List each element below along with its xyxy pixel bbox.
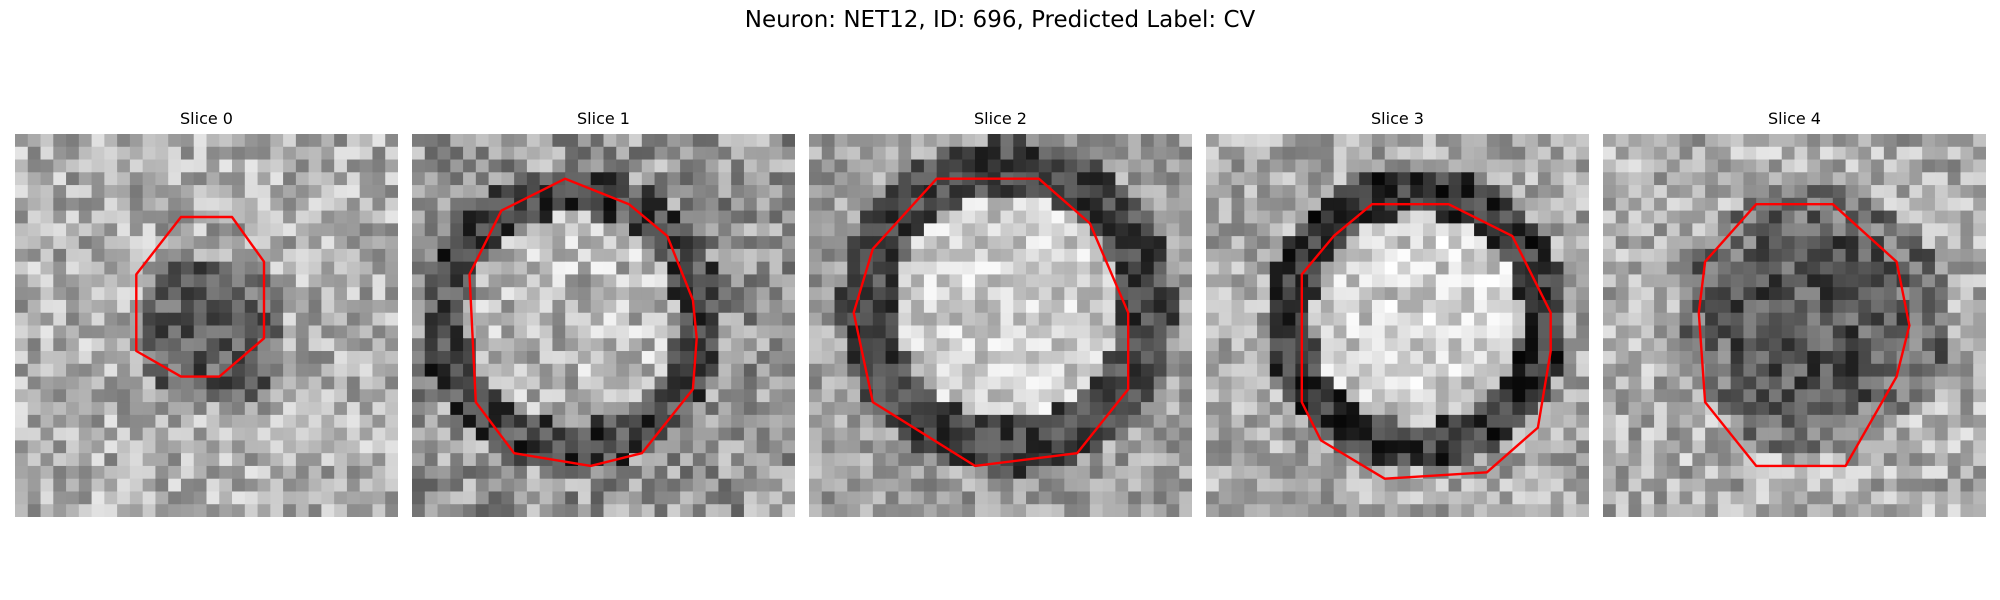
figure-title: Neuron: NET12, ID: 696, Predicted Label:… — [744, 7, 1256, 33]
slice-panel-4: Slice 4 — [1603, 108, 1986, 517]
roi-contour — [468, 177, 698, 468]
pixel-grid — [15, 134, 398, 517]
roi-contour — [852, 177, 1130, 468]
slice-panel-0: Slice 0 — [15, 108, 398, 517]
slice-title: Slice 2 — [974, 109, 1027, 128]
roi-contour — [1697, 202, 1911, 468]
pixel-grid — [412, 134, 795, 517]
slice-panel-1: Slice 1 — [412, 108, 795, 517]
slice-image — [15, 134, 398, 517]
slice-title: Slice 3 — [1371, 109, 1424, 128]
roi-contour — [135, 215, 266, 378]
slice-image — [809, 134, 1192, 517]
pixel-grid — [1603, 134, 1986, 517]
slice-panel-3: Slice 3 — [1206, 108, 1589, 517]
pixel-grid — [809, 134, 1192, 517]
slice-image — [1206, 134, 1589, 517]
slice-image — [1603, 134, 1986, 517]
roi-contour — [1300, 202, 1552, 480]
slice-title: Slice 1 — [577, 109, 630, 128]
slice-image — [412, 134, 795, 517]
slice-title: Slice 4 — [1768, 109, 1821, 128]
slice-panel-2: Slice 2 — [809, 108, 1192, 517]
slice-title: Slice 0 — [180, 109, 233, 128]
pixel-grid — [1206, 134, 1589, 517]
